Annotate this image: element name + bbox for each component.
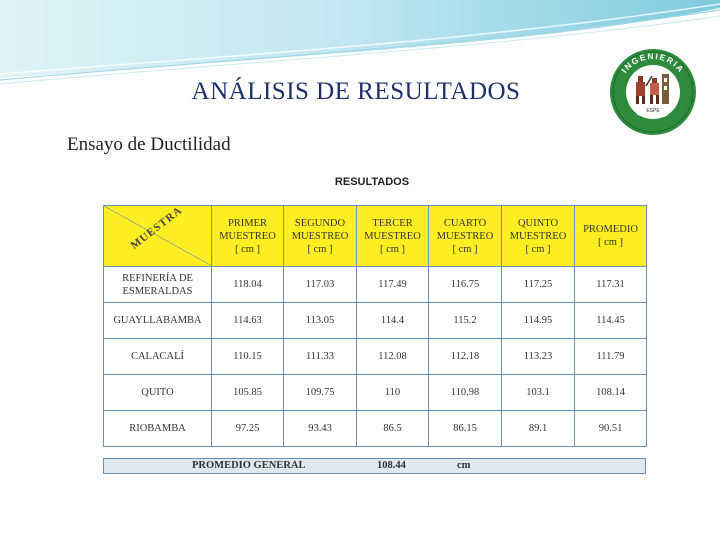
value-cell: 86.15 (428, 410, 502, 447)
general-average-bar: PROMEDIO GENERAL 108.44 cm (103, 458, 646, 474)
average-cell: 114.45 (574, 302, 647, 339)
general-average-unit: cm (457, 460, 471, 471)
average-cell: 111.79 (574, 338, 647, 375)
value-cell: 105.85 (211, 374, 284, 411)
value-cell: 111.33 (283, 338, 357, 375)
value-cell: 89.1 (501, 410, 575, 447)
value-cell: 109.75 (283, 374, 357, 411)
slide-subtitle: Ensayo de Ductilidad (67, 134, 231, 155)
column-header: QUINTO MUESTREO[ cm ] (501, 205, 575, 267)
column-header: CUARTO MUESTREO[ cm ] (428, 205, 502, 267)
table-header-row: MUESTRA PRIMER MUESTREO[ cm ] SEGUNDO MUES… (103, 205, 647, 267)
average-cell: 117.31 (574, 266, 647, 303)
table-row: RIOBAMBA 97.25 93.43 86.5 86.15 89.1 90.… (103, 410, 647, 447)
table-title: RESULTADOS (334, 176, 410, 188)
slide-title: ANÁLISIS DE RESULTADOS (191, 78, 521, 105)
value-cell: 115.2 (428, 302, 502, 339)
table-row: REFINERÍA DE ESMERALDAS 118.04 117.03 117… (103, 266, 647, 303)
column-header: SEGUNDO MUESTREO[ cm ] (283, 205, 357, 267)
table-row: CALACALÍ 110.15 111.33 112.08 112.18 113… (103, 338, 647, 375)
column-header: TERCER MUESTREO[ cm ] (356, 205, 429, 267)
ingenieria-civil-logo: INGENIERIA CIVIL ESPE (610, 49, 696, 135)
diagonal-divider (104, 206, 211, 266)
sample-name-cell: RIOBAMBA (103, 410, 212, 447)
results-table: MUESTRA PRIMER MUESTREO[ cm ] SEGUNDO MUES… (103, 205, 647, 447)
value-cell: 103.1 (501, 374, 575, 411)
column-header: PRIMER MUESTREO[ cm ] (211, 205, 284, 267)
value-cell: 116.75 (428, 266, 502, 303)
value-cell: 93.43 (283, 410, 357, 447)
general-average-value: 108.44 (377, 460, 406, 471)
value-cell: 110.15 (211, 338, 284, 375)
value-cell: 112.18 (428, 338, 502, 375)
value-cell: 114.63 (211, 302, 284, 339)
value-cell: 117.25 (501, 266, 575, 303)
sample-name-cell: QUITO (103, 374, 212, 411)
general-average-label: PROMEDIO GENERAL (192, 460, 306, 471)
average-cell: 108.14 (574, 374, 647, 411)
value-cell: 110 (356, 374, 429, 411)
logo-bottom-text: CIVIL (635, 107, 669, 121)
value-cell: 110.98 (428, 374, 502, 411)
value-cell: 118.04 (211, 266, 284, 303)
value-cell: 117.03 (283, 266, 357, 303)
corner-header-cell: MUESTRA (103, 205, 212, 267)
header-swoosh-decoration (0, 0, 720, 85)
sample-name-cell: REFINERÍA DE ESMERALDAS (103, 266, 212, 303)
workers-figure-icon (636, 74, 669, 104)
sample-name-cell: CALACALÍ (103, 338, 212, 375)
value-cell: 114.95 (501, 302, 575, 339)
average-cell: 90.51 (574, 410, 647, 447)
logo-small-text: ESPE (646, 108, 660, 114)
value-cell: 113.05 (283, 302, 357, 339)
sample-name-cell: GUAYLLABAMBA (103, 302, 212, 339)
column-header: PROMEDIO[ cm ] (574, 205, 647, 267)
value-cell: 114.4 (356, 302, 429, 339)
value-cell: 117.49 (356, 266, 429, 303)
value-cell: 86.5 (356, 410, 429, 447)
table-row: QUITO 105.85 109.75 110 110.98 103.1 108… (103, 374, 647, 411)
value-cell: 112.08 (356, 338, 429, 375)
svg-text:CIVIL: CIVIL (635, 107, 672, 121)
table-row: GUAYLLABAMBA 114.63 113.05 114.4 115.2 1… (103, 302, 647, 339)
value-cell: 113.23 (501, 338, 575, 375)
value-cell: 97.25 (211, 410, 284, 447)
